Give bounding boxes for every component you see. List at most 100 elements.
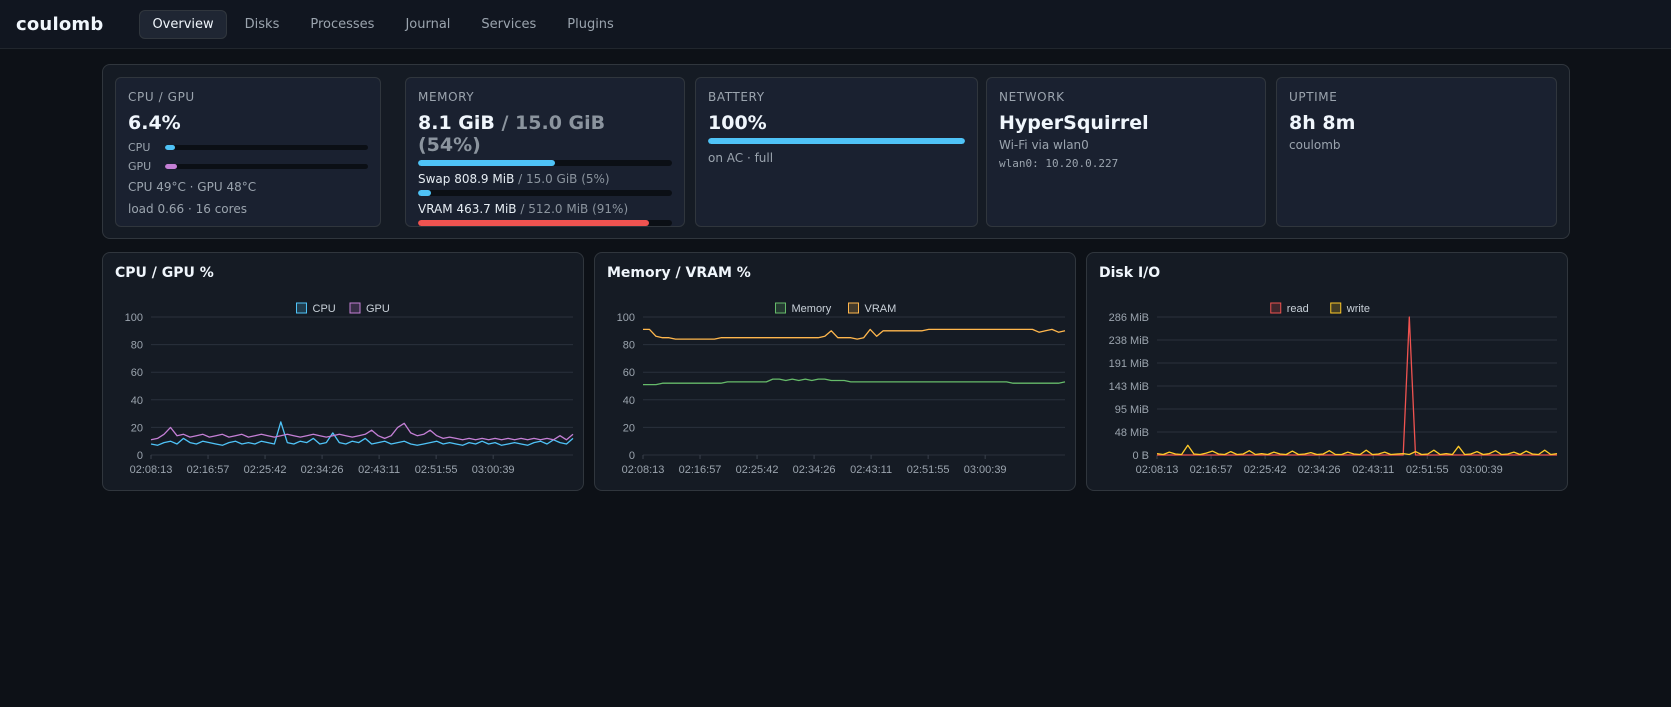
- memory-vram-chart-panel: Memory / VRAM % 100 80 60 40 20 0 02:08:13 02:1…: [594, 252, 1076, 491]
- gpu-meter-row: GPU: [128, 157, 368, 176]
- tab-plugins[interactable]: Plugins: [567, 16, 614, 32]
- cpu-meter-label: CPU: [128, 141, 151, 154]
- x-tick-label: 03:00:39: [964, 464, 1007, 476]
- swap-total: / 15.0 GiB (5%): [514, 172, 610, 186]
- gpu-meter-fill: [165, 164, 178, 169]
- vram-meter: [418, 220, 672, 226]
- legend-label: Memory: [792, 303, 832, 315]
- x-tick-label: 02:25:42: [244, 464, 287, 476]
- x-tick-label: 02:34:26: [793, 464, 836, 476]
- x-tick-label: 02:43:11: [1352, 464, 1394, 476]
- x-tick-label: 02:25:42: [1244, 464, 1287, 476]
- x-tick-label: 03:00:39: [472, 464, 515, 476]
- battery-value: 100%: [708, 112, 767, 134]
- legend-swatch: [1270, 302, 1282, 314]
- memory-total: / 15.0 GiB (54%): [418, 112, 606, 156]
- x-tick-label: 02:51:55: [1406, 464, 1449, 476]
- tab-processes[interactable]: Processes: [310, 16, 375, 32]
- y-tick-label: 20: [623, 422, 635, 434]
- cpu-gpu-chart: 100 80 60 40 20 0 02:08:13 02:16:57 02:25:42 02:3…: [125, 302, 574, 476]
- memory-used: 8.1 GiB: [418, 112, 495, 134]
- gpu-meter-label: GPU: [128, 160, 152, 173]
- legend-label: write: [1346, 303, 1370, 315]
- temps-text: CPU 49°C · GPU 48°C: [128, 180, 257, 194]
- disk-io-chart: 286 MiB 238 MiB 191 MiB 143 MiB 95 MiB 48 MiB…: [1109, 302, 1558, 476]
- x-tick-label: 02:43:11: [358, 464, 400, 476]
- x-tick-label: 02:34:26: [1298, 464, 1341, 476]
- chart-title: CPU / GPU %: [115, 265, 214, 281]
- x-tick-label: 02:16:57: [1190, 464, 1233, 476]
- card-label: NETWORK: [999, 90, 1065, 104]
- series-line-write: [1156, 444, 1558, 456]
- x-tick-label: 02:51:55: [415, 464, 458, 476]
- x-tick-label: 03:00:39: [1460, 464, 1503, 476]
- y-tick-label: 20: [131, 422, 143, 434]
- tab-overview[interactable]: Overview: [139, 9, 227, 39]
- disk-io-chart-panel: Disk I/O 286 MiB 238 MiB 191 MiB 143 MiB 95 …: [1086, 252, 1568, 491]
- y-tick-label: 100: [617, 312, 635, 324]
- cpu-value: 6.4%: [128, 112, 181, 134]
- memory-value: 8.1 GiB / 15.0 GiB (54%): [418, 112, 672, 156]
- card-label: BATTERY: [708, 90, 765, 104]
- legend-label: read: [1287, 303, 1309, 315]
- app-brand[interactable]: coulomb: [16, 13, 104, 35]
- vram-used: VRAM 463.7 MiB: [418, 202, 517, 216]
- legend-swatch: [848, 302, 859, 314]
- series-line-vram: [643, 328, 1066, 340]
- y-tick-label: 238 MiB: [1109, 335, 1149, 347]
- summary-panel: CPU / GPU 6.4% CPU GPU CPU 49°C · GPU 48…: [102, 64, 1570, 239]
- y-tick-label: 100: [125, 312, 143, 324]
- y-tick-label: 40: [623, 395, 635, 407]
- y-tick-label: 40: [131, 395, 143, 407]
- series-line-cpu: [150, 421, 574, 446]
- y-tick-label: 0 B: [1132, 450, 1149, 462]
- y-tick-label: 80: [131, 340, 143, 352]
- top-nav: coulomb Overview Disks Processes Journal…: [0, 0, 1671, 49]
- card-label: UPTIME: [1289, 90, 1338, 104]
- y-tick-label: 80: [623, 340, 635, 352]
- x-tick-label: 02:16:57: [679, 464, 722, 476]
- x-tick-label: 02:51:55: [907, 464, 950, 476]
- swap-meter-fill: [418, 190, 431, 196]
- series-line-memory: [643, 378, 1066, 386]
- memory-card: MEMORY 8.1 GiB / 15.0 GiB (54%) Swap 808…: [405, 77, 685, 227]
- legend-swatch: [1330, 302, 1342, 314]
- y-tick-label: 143 MiB: [1109, 381, 1149, 393]
- tab-journal[interactable]: Journal: [405, 16, 451, 32]
- swap-meter: [418, 190, 672, 196]
- legend-swatch: [775, 302, 786, 314]
- battery-card: BATTERY 100% on AC · full: [695, 77, 978, 227]
- tab-services[interactable]: Services: [481, 16, 537, 32]
- cpu-gpu-card: CPU / GPU 6.4% CPU GPU CPU 49°C · GPU 48…: [115, 77, 381, 227]
- vram-line: VRAM 463.7 MiB / 512.0 MiB (91%): [418, 202, 672, 216]
- network-ssid: HyperSquirrel: [999, 112, 1149, 134]
- y-tick-label: 191 MiB: [1109, 358, 1149, 370]
- series-line-gpu: [150, 422, 574, 441]
- cpu-meter-row: CPU: [128, 138, 368, 157]
- battery-status: on AC · full: [708, 151, 774, 165]
- legend-swatch: [349, 302, 361, 314]
- memory-vram-chart: 100 80 60 40 20 0 02:08:13 02:16:57 02:25:42 02:3…: [617, 302, 1066, 476]
- y-tick-label: 60: [623, 367, 635, 379]
- x-tick-label: 02:08:13: [622, 464, 665, 476]
- y-tick-label: 95 MiB: [1115, 404, 1149, 416]
- memory-meter: [418, 160, 672, 166]
- cpu-gpu-chart-panel: CPU / GPU % 100 80 60 40 20 0 02:08:13 02:16:57…: [102, 252, 584, 491]
- chart-title: Memory / VRAM %: [607, 265, 751, 281]
- memory-meter-fill: [418, 160, 556, 166]
- card-label: MEMORY: [418, 90, 475, 104]
- cpu-meter-fill: [165, 145, 176, 150]
- uptime-host: coulomb: [1289, 138, 1341, 152]
- x-tick-label: 02:08:13: [1136, 464, 1179, 476]
- y-tick-label: 60: [131, 367, 143, 379]
- y-tick-label: 0: [137, 450, 143, 462]
- legend-swatch: [296, 302, 307, 314]
- x-tick-label: 02:16:57: [187, 464, 230, 476]
- battery-meter-fill: [708, 138, 965, 144]
- card-label: CPU / GPU: [128, 90, 195, 104]
- legend-label: GPU: [366, 303, 390, 315]
- y-tick-label: 48 MiB: [1115, 427, 1149, 439]
- y-tick-label: 286 MiB: [1109, 312, 1149, 324]
- tab-disks[interactable]: Disks: [244, 16, 280, 32]
- x-tick-label: 02:25:42: [736, 464, 779, 476]
